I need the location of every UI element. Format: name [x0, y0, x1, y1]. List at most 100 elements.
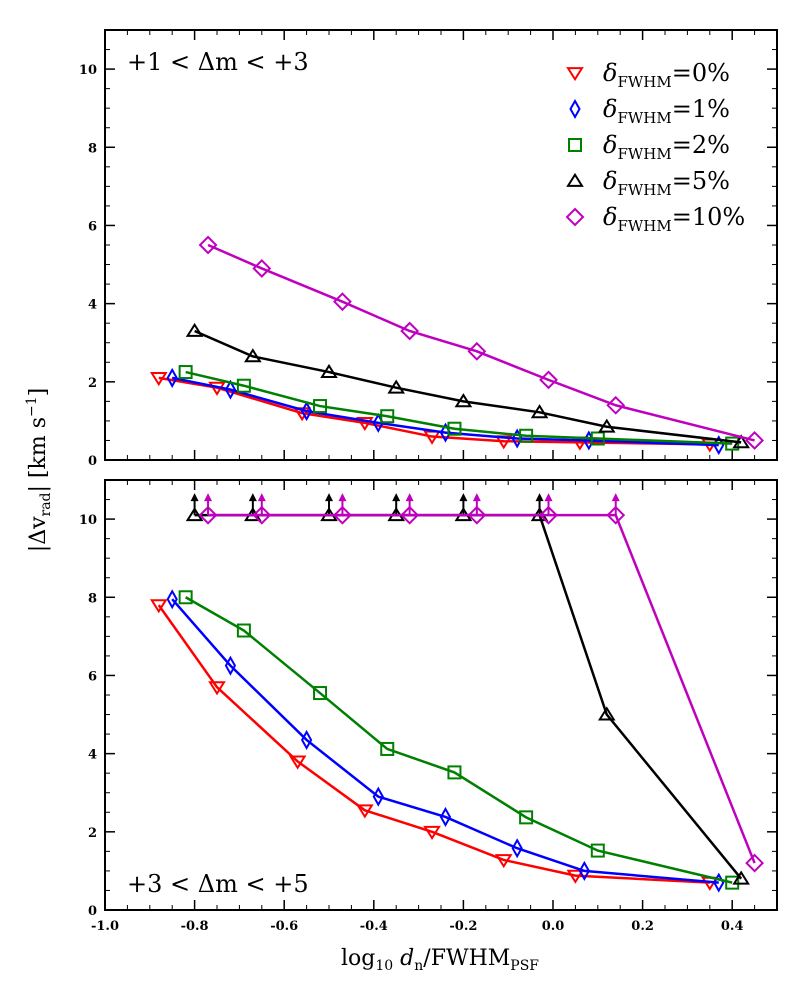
series-line: [185, 370, 733, 445]
series-line: [208, 513, 756, 864]
x-tick-label: 0.4: [721, 919, 744, 934]
data-point: [313, 686, 328, 701]
legend-label: δFWHM=10%: [603, 203, 745, 235]
legend-label: δFWHM=1%: [603, 95, 730, 127]
data-point: [236, 378, 251, 393]
data-point: [380, 409, 395, 424]
y-tick-label: 8: [88, 141, 97, 156]
limit-arrowhead: [405, 493, 414, 502]
y-axis-label: |Δvrad| [km s−1]: [24, 388, 54, 552]
data-point: [732, 870, 750, 885]
data-point: [578, 860, 591, 881]
x-tick-label: -1.0: [91, 919, 119, 934]
y-tick-label: 6: [88, 219, 97, 234]
y-tick-label: 10: [79, 63, 97, 78]
data-point: [606, 395, 626, 415]
limit-arrowhead: [190, 493, 199, 502]
legend-marker: [568, 138, 582, 152]
data-point: [400, 505, 420, 525]
data-point: [467, 341, 487, 361]
data-point: [590, 843, 605, 858]
y-tick-label: 4: [88, 298, 97, 313]
limit-arrowhead: [257, 493, 266, 502]
data-point: [252, 505, 272, 525]
x-tick-label: -0.8: [181, 919, 209, 934]
x-tick-label: -0.2: [449, 919, 477, 934]
data-point: [288, 755, 307, 770]
data-point: [198, 235, 218, 255]
data-point: [149, 372, 168, 387]
legend-label: δFWHM=2%: [603, 131, 730, 163]
data-point: [387, 379, 406, 394]
y-tick-label: 6: [88, 669, 97, 684]
data-point: [400, 321, 420, 341]
data-point: [494, 854, 513, 869]
series-line: [171, 598, 719, 884]
legend: δFWHM=0% δFWHM=1% δFWHM=2% δFWHM=5% δFWHM=10…: [565, 59, 745, 235]
data-point: [252, 259, 272, 278]
data-point: [380, 741, 395, 756]
data-point: [208, 681, 226, 696]
x-tick-label: 0.2: [631, 919, 654, 934]
series-line: [194, 513, 743, 880]
panel-top: 0 2 4 6 8 10 +1 < Δm < +3: [79, 29, 778, 469]
data-point: [566, 869, 585, 884]
legend-marker: [565, 207, 585, 227]
series-line: [158, 376, 710, 446]
x-tick-label: 0.0: [542, 919, 565, 934]
series-3: [185, 322, 750, 449]
limit-arrowhead: [338, 493, 347, 502]
series-line: [207, 243, 755, 442]
data-point: [454, 393, 473, 408]
data-point: [539, 370, 558, 390]
x-axis-label: log10 dn/FWHMPSF: [341, 946, 539, 974]
limit-arrowhead: [459, 493, 468, 502]
data-point: [511, 838, 523, 859]
data-point: [519, 428, 534, 443]
y-tick-label: 2: [88, 376, 97, 391]
series-2: [178, 590, 740, 890]
legend-label: δFWHM=0%: [603, 59, 730, 91]
data-point: [530, 404, 549, 419]
limit-arrowhead: [392, 493, 401, 502]
data-point: [606, 505, 626, 525]
panel-bottom: 0 2 4 6 8 10 -1.0 -0.8 -0.6 -0.4 -0.2 0.0 0.2 0.4 +3 <…: [79, 479, 778, 934]
data-point: [166, 589, 178, 610]
series-3: [185, 493, 750, 885]
series-1: [166, 589, 725, 893]
data-point: [300, 401, 313, 422]
data-point: [313, 399, 328, 414]
series-line: [194, 329, 742, 444]
data-point: [236, 623, 251, 638]
data-point: [320, 363, 338, 378]
data-point: [185, 322, 204, 337]
y-tick-label: 8: [88, 591, 97, 606]
data-point: [447, 421, 462, 436]
y-tick-label: 10: [79, 513, 97, 528]
data-point: [300, 729, 313, 750]
limit-arrowhead: [544, 493, 553, 502]
data-point: [725, 436, 740, 451]
data-point: [178, 365, 193, 380]
data-point: [293, 407, 311, 422]
y-tick-label: 2: [88, 826, 97, 841]
panel-frame: [104, 479, 778, 911]
data-point: [597, 418, 616, 433]
data-point: [590, 431, 605, 446]
y-tick-label: 4: [88, 748, 97, 763]
data-point: [539, 505, 558, 525]
series-line: [171, 376, 719, 447]
limit-arrowhead: [611, 493, 620, 502]
panel-label: +3 < Δm < +5: [127, 870, 309, 898]
legend-label: δFWHM=5%: [603, 167, 730, 199]
data-point: [166, 367, 178, 388]
data-point: [745, 431, 765, 450]
x-tick-label: -0.4: [360, 919, 388, 934]
data-point: [423, 825, 441, 841]
series-line: [185, 596, 733, 884]
legend-marker: [566, 67, 584, 82]
data-point: [244, 348, 262, 363]
data-point: [224, 379, 237, 400]
series-2: [178, 365, 740, 451]
data-point: [356, 416, 374, 432]
